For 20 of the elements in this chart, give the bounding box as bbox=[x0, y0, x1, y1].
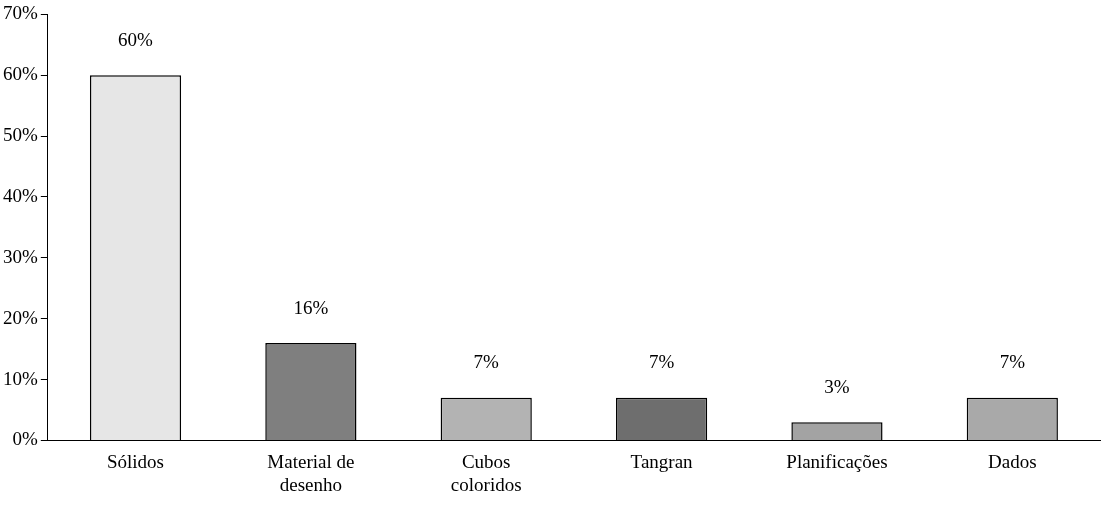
y-tick-label: 30% bbox=[3, 245, 38, 267]
y-tick-label: 20% bbox=[3, 306, 38, 328]
data-label: 7% bbox=[648, 351, 675, 373]
x-tick-label: Material de desenho bbox=[267, 450, 355, 495]
x-tick-label: Sólidos bbox=[106, 450, 165, 472]
data-label: 7% bbox=[999, 351, 1026, 373]
y-tick-label: 0% bbox=[12, 428, 38, 450]
x-tick-label: Dados bbox=[988, 450, 1037, 472]
data-label: 7% bbox=[473, 351, 500, 373]
y-tick-label: 10% bbox=[3, 367, 38, 389]
y-tick-label: 70% bbox=[3, 2, 38, 24]
y-tick-label: 60% bbox=[3, 63, 38, 85]
x-tick-label: Planificações bbox=[786, 450, 888, 472]
y-tick-label: 40% bbox=[3, 184, 38, 206]
data-label: 16% bbox=[293, 296, 329, 318]
data-label: 60% bbox=[118, 28, 154, 50]
y-tick-label: 50% bbox=[3, 124, 38, 146]
data-label: 3% bbox=[824, 375, 850, 397]
x-tick-label: Cubos coloridos bbox=[450, 450, 522, 495]
x-tick-label: Tangran bbox=[630, 450, 694, 472]
